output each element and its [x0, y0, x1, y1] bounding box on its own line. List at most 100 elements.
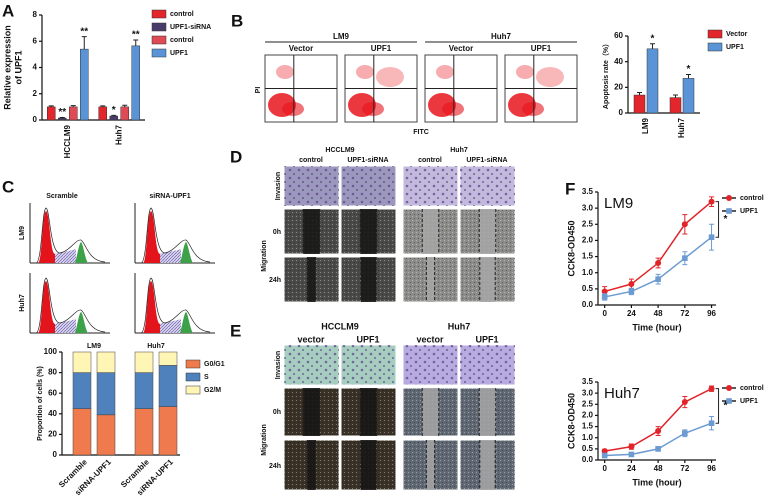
hist-g2-peak: [180, 242, 193, 263]
y-tick-label: 3.0: [582, 203, 594, 212]
flow-cluster: [376, 67, 404, 87]
invasion-cells: [403, 166, 458, 206]
y-tick-label: 2.0: [582, 236, 594, 245]
point: [708, 420, 715, 427]
scratch-gap: [426, 257, 435, 302]
panel-label: B: [231, 11, 243, 30]
time-label: 0h: [273, 229, 281, 236]
group-label: HCCLM9: [325, 147, 354, 154]
hist-outline: [140, 207, 211, 264]
legend-label: control: [170, 11, 194, 18]
bar: [58, 117, 67, 121]
panel-label: C: [2, 177, 14, 196]
legend-label: UPF1: [726, 44, 744, 51]
scratch-gap: [479, 257, 496, 302]
x-tick-label: 24: [627, 309, 636, 318]
group-label: Huh7: [450, 147, 468, 154]
significance: **: [58, 107, 66, 118]
legend-label: G2/M: [204, 387, 221, 394]
legend-label: UPF1: [170, 50, 188, 57]
bar: [131, 45, 140, 121]
column-label: control: [299, 157, 323, 164]
scratch-gap: [360, 440, 377, 490]
y-axis-label: Relative expression: [2, 25, 12, 110]
column-label: UPF1: [356, 334, 379, 344]
legend-swatch: [707, 42, 723, 52]
panel-label: E: [230, 321, 241, 340]
bar: [98, 106, 107, 121]
scratch-gap: [360, 257, 377, 302]
significance: *: [687, 64, 691, 75]
column-label: UPF1-siRNA: [347, 157, 388, 164]
point: [655, 428, 662, 435]
scratch-gap: [479, 440, 496, 490]
significance: *: [112, 105, 116, 116]
scratch-gap: [307, 257, 316, 302]
y-tick-label: 0: [53, 450, 58, 459]
bar: [633, 94, 646, 114]
y-tick-label: 4: [33, 63, 38, 72]
bar: [109, 115, 118, 121]
scratch-gap: [307, 440, 316, 490]
column-label: UPF1: [371, 44, 392, 53]
error-bar: [673, 94, 678, 98]
point: [708, 198, 715, 205]
flow-cluster: [282, 102, 304, 116]
y-tick-label: 80: [48, 368, 57, 377]
row-label: Invasion: [275, 351, 282, 379]
invasion-cells: [403, 345, 458, 385]
axis-label: PI: [255, 87, 262, 94]
error-bar: [111, 114, 117, 117]
hist-outline: [140, 277, 211, 334]
bar: [120, 106, 129, 121]
legend-label: control: [170, 37, 194, 44]
x-tick-label: Huh7: [114, 124, 123, 145]
invasion-cells: [284, 166, 339, 206]
y-tick-label: 2.0: [582, 411, 594, 420]
error-bar: [70, 105, 76, 107]
significance: *: [651, 33, 655, 44]
y-axis-label: Apoptosis rate（%）: [602, 40, 610, 109]
point: [655, 260, 662, 267]
legend-swatch: [151, 48, 167, 58]
legend-swatch: [185, 372, 201, 382]
y-tick-label: 2.5: [582, 219, 594, 228]
column-label: Vector: [449, 44, 473, 53]
time-label: 0h: [273, 409, 281, 416]
time-label: 24h: [269, 463, 281, 470]
y-tick-label: 0.0: [582, 300, 594, 309]
y-tick-label: 0: [33, 115, 38, 124]
column-label: UPF1: [531, 44, 552, 53]
error-bar: [637, 91, 642, 96]
y-axis-label: of UPF1: [13, 50, 23, 84]
x-tick-label: 0: [602, 464, 607, 473]
bar-segment: [96, 414, 116, 456]
y-tick-label: 20: [614, 82, 623, 91]
y-axis-label: CCK8-OD450: [566, 393, 576, 449]
bar: [47, 106, 56, 121]
flow-cluster: [522, 102, 544, 116]
y-axis-label: CCK8-OD450: [566, 220, 576, 276]
row-label: Migration: [261, 424, 268, 456]
y-tick-label: 2: [33, 89, 38, 98]
column-label: Scramble: [46, 193, 78, 200]
x-tick-label: HCCLM9: [63, 124, 72, 158]
legend-marker: [726, 195, 732, 201]
hist-g1-peak: [38, 211, 55, 263]
legend-marker: [726, 398, 732, 404]
point: [682, 430, 688, 437]
error-bar: [686, 74, 691, 79]
column-label: control: [418, 157, 442, 164]
hist-s-phase: [159, 319, 181, 333]
column-label: vector: [416, 334, 444, 344]
column-label: UPF1-siRNA: [466, 157, 507, 164]
bar-segment: [72, 408, 92, 456]
x-tick-label: Huh7: [677, 117, 686, 138]
point: [655, 446, 661, 452]
flow-cluster: [442, 102, 464, 116]
point: [681, 399, 688, 406]
point: [628, 451, 635, 458]
group-label: HCCLM9: [321, 321, 359, 331]
row-label: LM9: [19, 226, 26, 240]
bar: [646, 48, 659, 114]
